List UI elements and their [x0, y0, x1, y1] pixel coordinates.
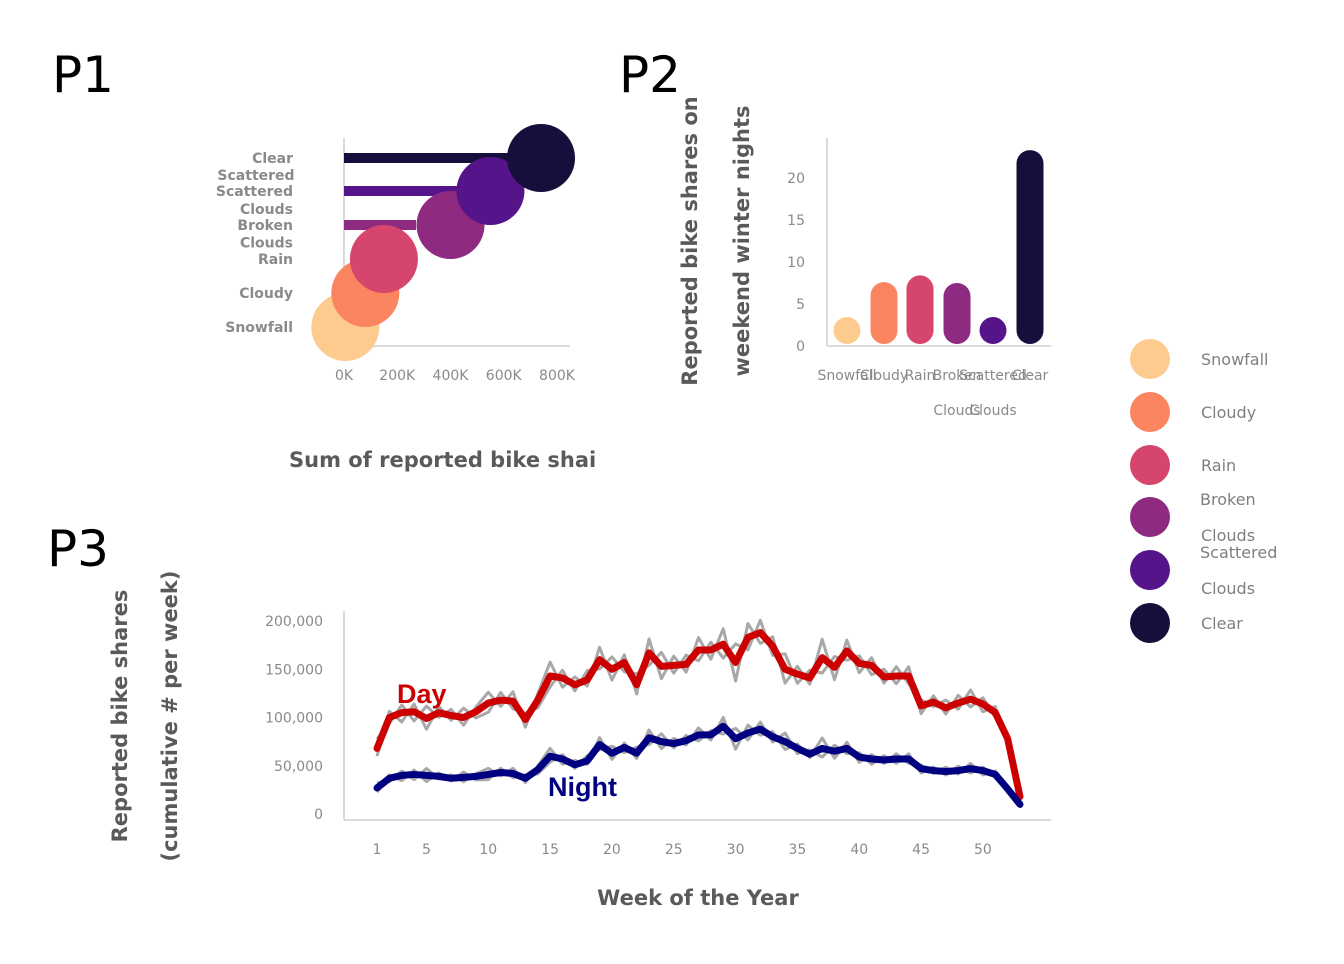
p2-bar-scattered-clouds	[979, 317, 1007, 344]
p3-series-label-night: Night	[548, 772, 617, 802]
legend-label: Clear	[1201, 614, 1243, 633]
p3-y-axis-title: Reported bike shares	[108, 590, 132, 843]
p2-y-tick-label: 20	[787, 171, 805, 187]
p2-x-tick-label: Scattered	[959, 368, 1027, 384]
p2-y-tick-label: 0	[796, 339, 805, 355]
p1-bar-clear	[344, 153, 514, 163]
p3-series-label-day: Day	[397, 679, 447, 709]
p3-night-band-line	[376, 716, 1022, 804]
legend-label: Scattered	[1200, 543, 1277, 562]
p1-bar-broken-clouds	[344, 220, 416, 230]
p1-category-label: Cloudy	[239, 286, 293, 302]
p2-bar-rain	[906, 275, 934, 344]
p3-x-tick-label: 15	[541, 842, 559, 858]
p3-series-line-night	[373, 722, 1024, 808]
p1-x-tick-label: 600K	[486, 368, 523, 384]
p1-category-label: Rain	[258, 252, 293, 268]
panel-label-p2: P2	[619, 46, 681, 104]
p3-x-tick-label: 45	[912, 842, 930, 858]
p3-y-tick-label: 200,000	[265, 614, 323, 630]
p3-x-axis-title: Week of the Year	[597, 886, 799, 910]
p1-category-label: Clouds	[240, 236, 293, 252]
p2-y-tick-label: 5	[796, 297, 805, 313]
p2-chart: 0 5 10 15 20 SnowfallCloudyRainBrokenScattere…	[678, 96, 1051, 419]
p3-x-tick-label: 35	[789, 842, 807, 858]
p2-bar-clear	[1016, 150, 1044, 344]
p1-x-tick-label: 800K	[539, 368, 576, 384]
legend-swatch-broken-clouds	[1130, 497, 1170, 537]
legend-swatch-clear	[1130, 603, 1170, 643]
p2-y-tick-label: 10	[787, 255, 805, 271]
p2-x-tick-label: Cloudy	[860, 368, 908, 384]
p1-category-label: Clear	[252, 151, 293, 167]
p2-x-tick-label: Clear	[1012, 368, 1049, 384]
p3-x-tick-label: 20	[603, 842, 621, 858]
p3-x-tick-label: 5	[422, 842, 431, 858]
panel-label-p1: P1	[52, 46, 114, 104]
p1-point-rain	[349, 225, 418, 293]
p2-y-tick-label: 15	[787, 213, 805, 229]
legend-label: Rain	[1201, 456, 1236, 475]
p3-y-tick-label: 0	[314, 807, 323, 823]
p3-y-axis-title: (cumulative # per week)	[158, 571, 182, 862]
p3-x-tick-label: 30	[727, 842, 745, 858]
p2-x-tick-label: Broken	[933, 368, 982, 384]
p1-x-tick-label: 0K	[335, 368, 354, 384]
p3-x-tick-label: 50	[974, 842, 992, 858]
p3-x-tick-label: 1	[373, 842, 382, 858]
legend: SnowfallCloudyRainBrokenCloudsScatteredC…	[1130, 339, 1277, 643]
p3-x-tick-label: 25	[665, 842, 683, 858]
legend-swatch-rain	[1130, 445, 1170, 485]
p1-category-label: Scattered	[217, 168, 294, 184]
p3-x-tick-label: 10	[479, 842, 497, 858]
p2-bar-broken-clouds	[943, 282, 971, 344]
p1-category-label: Broken	[237, 218, 293, 234]
legend-label: Clouds	[1201, 526, 1255, 545]
p2-y-axis-title: Reported bike shares on	[678, 96, 702, 385]
p1-category-label: Clouds	[240, 202, 293, 218]
legend-swatch-snowfall	[1130, 339, 1170, 379]
p2-y-axis-title: weekend winter nights	[730, 106, 754, 377]
panel-label-p3: P3	[47, 520, 109, 578]
p3-y-tick-label: 150,000	[265, 662, 323, 678]
legend-swatch-scattered-clouds	[1130, 550, 1170, 590]
p1-x-axis-title: Sum of reported bike shai	[289, 448, 596, 472]
p2-bar-cloudy	[870, 282, 898, 344]
p3-series-line-day	[373, 629, 1024, 801]
p1-category-label: Snowfall	[225, 320, 293, 336]
p1-bar-scattered-clouds	[344, 186, 460, 196]
p1-category-label: Scattered	[216, 184, 293, 200]
p1-chart: SnowfallCloudyCloudsRainBrokenScatteredC…	[216, 124, 596, 472]
p1-x-tick-label: 200K	[379, 368, 416, 384]
legend-swatch-cloudy	[1130, 392, 1170, 432]
p2-x-tick-label: Rain	[905, 368, 936, 384]
p2-x-tick-label: Clouds	[933, 403, 980, 419]
p1-point-clear	[507, 124, 576, 192]
p2-x-tick-label: Clouds	[969, 403, 1016, 419]
p1-point-scattered-clouds	[456, 157, 525, 225]
p3-x-tick-label: 40	[850, 842, 868, 858]
legend-label: Clouds	[1201, 579, 1255, 598]
legend-label: Snowfall	[1201, 350, 1269, 369]
legend-label: Cloudy	[1201, 403, 1256, 422]
p3-y-tick-label: 50,000	[274, 759, 323, 775]
p1-x-tick-label: 400K	[433, 368, 470, 384]
p3-y-tick-label: 100,000	[265, 711, 323, 727]
p2-bar-snowfall	[833, 317, 861, 344]
legend-label: Broken	[1200, 490, 1256, 509]
p2-x-tick-label: Snowfall	[817, 368, 876, 384]
